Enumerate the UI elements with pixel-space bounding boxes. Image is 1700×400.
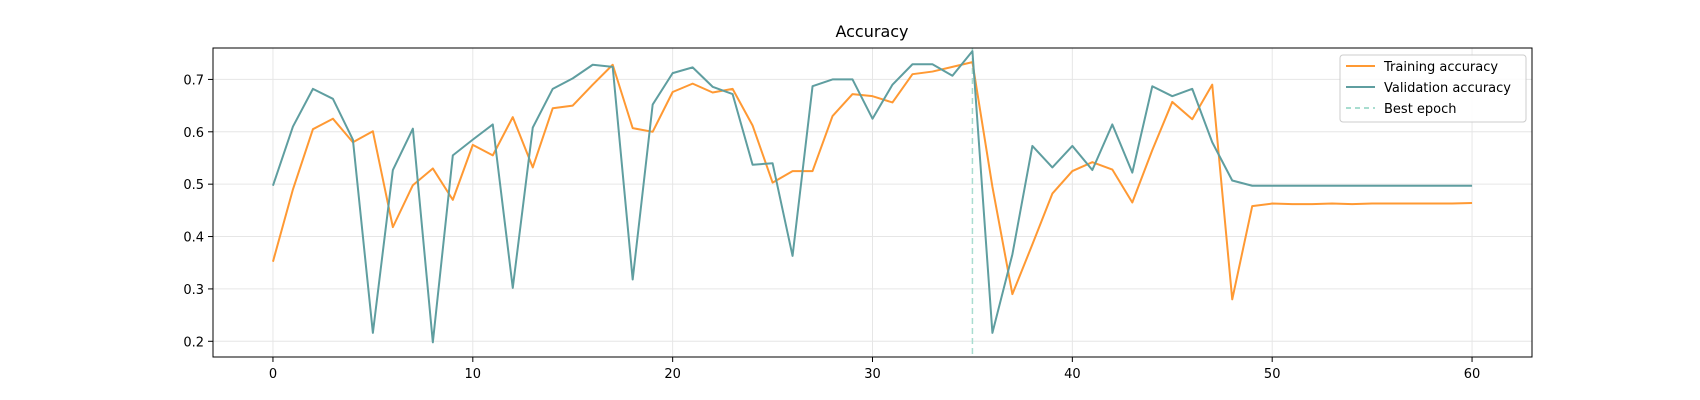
validation-accuracy-line <box>272 50 1473 344</box>
training-accuracy-line <box>271 61 1473 301</box>
y-tick-label: 0.2 <box>183 335 204 350</box>
x-tick-label: 40 <box>1064 367 1081 382</box>
legend-label-validation: Validation accuracy <box>1384 81 1511 96</box>
x-tick-label: 30 <box>864 367 881 382</box>
y-tick-label: 0.4 <box>183 231 204 246</box>
axes: 0 10 20 30 40 50 60 0.2 0.3 0.4 0.5 0.6 0.7 <box>183 73 1480 382</box>
legend-label-training: Training accuracy <box>1383 60 1498 75</box>
legend: Training accuracy Validation accuracy Be… <box>1339 54 1527 123</box>
y-tick-label: 0.6 <box>183 126 204 141</box>
y-tick-label: 0.3 <box>183 283 204 298</box>
y-tick-label: 0.7 <box>183 73 204 88</box>
legend-box <box>1339 54 1527 123</box>
x-tick-label: 60 <box>1464 367 1481 382</box>
x-tick-label: 20 <box>664 367 681 382</box>
legend-label-best-epoch: Best epoch <box>1384 102 1457 117</box>
chart-title: Accuracy <box>835 22 908 41</box>
series-layer <box>271 50 1473 344</box>
grid <box>213 48 1532 357</box>
x-tick-label: 0 <box>269 367 277 382</box>
y-tick-label: 0.5 <box>183 178 204 193</box>
x-tick-label: 50 <box>1264 367 1281 382</box>
x-tick-label: 10 <box>465 367 482 382</box>
